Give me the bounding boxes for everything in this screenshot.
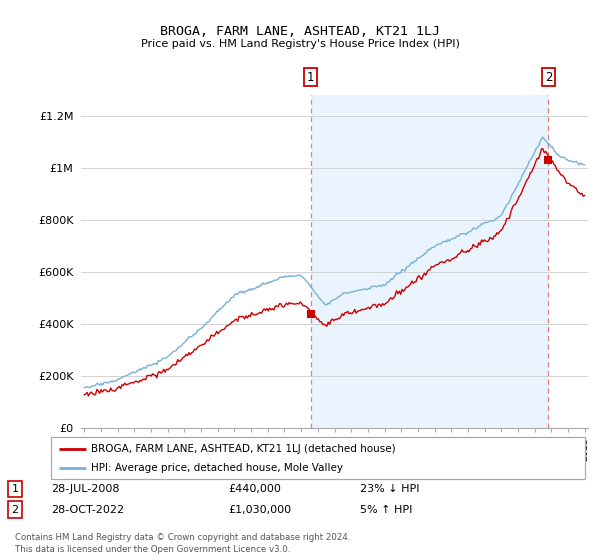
Text: 2: 2	[11, 505, 19, 515]
Text: £1,030,000: £1,030,000	[228, 505, 291, 515]
Text: £440,000: £440,000	[228, 484, 281, 494]
Text: Contains HM Land Registry data © Crown copyright and database right 2024.
This d: Contains HM Land Registry data © Crown c…	[15, 533, 350, 554]
Text: 28-OCT-2022: 28-OCT-2022	[51, 505, 124, 515]
Text: 1: 1	[11, 484, 19, 494]
Text: Price paid vs. HM Land Registry's House Price Index (HPI): Price paid vs. HM Land Registry's House …	[140, 39, 460, 49]
Text: 28-JUL-2008: 28-JUL-2008	[51, 484, 119, 494]
Text: HPI: Average price, detached house, Mole Valley: HPI: Average price, detached house, Mole…	[91, 463, 343, 473]
Text: 5% ↑ HPI: 5% ↑ HPI	[360, 505, 412, 515]
FancyBboxPatch shape	[51, 437, 585, 479]
Text: BROGA, FARM LANE, ASHTEAD, KT21 1LJ (detached house): BROGA, FARM LANE, ASHTEAD, KT21 1LJ (det…	[91, 444, 395, 454]
Text: 1: 1	[307, 71, 314, 83]
Text: 23% ↓ HPI: 23% ↓ HPI	[360, 484, 419, 494]
Text: BROGA, FARM LANE, ASHTEAD, KT21 1LJ: BROGA, FARM LANE, ASHTEAD, KT21 1LJ	[160, 25, 440, 38]
Text: 2: 2	[545, 71, 552, 83]
